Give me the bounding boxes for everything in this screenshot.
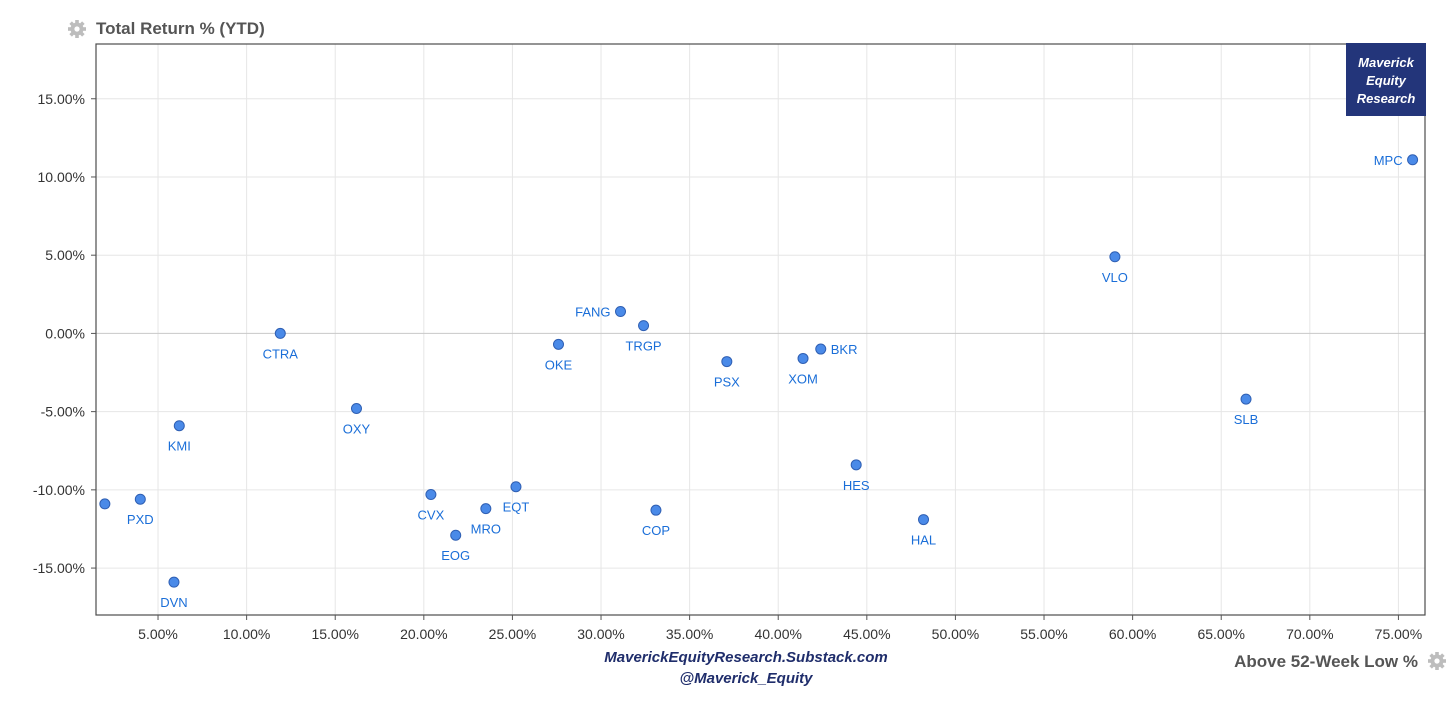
point-label: OXY [343,422,371,437]
scatter-point[interactable] [721,356,733,368]
scatter-point[interactable] [173,420,185,432]
x-tick-label: 45.00% [843,626,890,642]
badge-line-1: Maverick [1358,55,1414,70]
scatter-point[interactable] [552,338,564,350]
scatter-point[interactable] [134,493,146,505]
point-label: EQT [503,500,530,515]
point-label: KMI [168,439,191,454]
scatter-point[interactable] [274,327,286,339]
scatter-point[interactable] [638,320,650,332]
scatter-point[interactable] [480,503,492,515]
scatter-point[interactable] [1109,251,1121,263]
x-tick-label: 75.00% [1375,626,1422,642]
x-tick-label: 55.00% [1020,626,1067,642]
point-label: BKR [831,342,858,357]
brand-badge: Maverick Equity Research [1346,43,1426,116]
point-label: PSX [714,375,740,390]
scatter-point[interactable] [425,489,437,501]
axes [95,43,1426,616]
y-tick-label: 15.00% [38,91,85,107]
point-label: FANG [575,305,610,320]
brand-badge-box [1346,43,1426,116]
point-label: VLO [1102,270,1128,285]
x-tick-label: 5.00% [138,626,178,642]
scatter-point[interactable] [450,529,462,541]
x-axis-title: Above 52-Week Low % [1234,652,1418,671]
y-tick-label: -10.00% [33,482,85,498]
title-gear-icon[interactable] [68,20,86,38]
point-label: OKE [545,357,573,372]
point-label: MRO [471,522,501,537]
point-label: EOG [441,548,470,563]
x-tick-label: 70.00% [1286,626,1333,642]
y-tick-label: 5.00% [45,247,85,263]
point-label: SLB [1234,412,1259,427]
point-label: COP [642,523,670,538]
credit-handle: @Maverick_Equity [679,670,813,687]
xlabel-gear-icon[interactable] [1428,652,1446,670]
scatter-point[interactable] [650,504,662,516]
point-label: HAL [911,533,936,548]
x-tick-label: 40.00% [754,626,801,642]
x-tick-label: 50.00% [932,626,979,642]
x-tick-label: 20.00% [400,626,447,642]
point-label: XOM [788,371,818,386]
point-label: TRGP [625,339,661,354]
y-tick-label: -15.00% [33,560,85,576]
scatter-point[interactable] [1407,154,1419,166]
point-label: DVN [160,595,187,610]
y-tick-label: 0.00% [45,325,85,341]
scatter-point[interactable] [350,403,362,415]
x-tick-label: 30.00% [577,626,624,642]
scatter-point[interactable] [168,576,180,588]
scatter-point[interactable] [850,459,862,471]
scatter-point[interactable] [815,343,827,355]
x-tick-label: 65.00% [1197,626,1244,642]
badge-line-3: Research [1357,91,1416,106]
tick-labels: 5.00% 10.00% 15.00% 20.00% 25.00% 30.00% 35.00… [33,91,1422,642]
chart-title: Total Return % (YTD) [96,19,265,38]
x-tick-label: 15.00% [311,626,358,642]
point-label: CTRA [263,346,299,361]
point-label: CVX [418,508,445,523]
point-label: PXD [127,512,154,527]
scatter-point[interactable] [797,352,809,364]
grid-lines [96,44,1425,615]
plot-frame [95,43,1426,616]
x-tick-label: 10.00% [223,626,270,642]
credit-substack: MaverickEquityResearch.Substack.com [604,649,887,666]
x-tick-label: 60.00% [1109,626,1156,642]
scatter-point[interactable] [99,498,111,510]
point-label: MPC [1374,153,1403,168]
x-tick-label: 35.00% [666,626,713,642]
scatter-point[interactable] [510,481,522,493]
scatter-point[interactable] [615,306,627,318]
y-tick-label: -5.00% [41,404,85,420]
point-label: HES [843,478,870,493]
x-tick-label: 25.00% [489,626,536,642]
scatter-point[interactable] [1240,393,1252,405]
scatter-point[interactable] [918,514,930,526]
y-tick-label: 10.00% [38,169,85,185]
badge-line-2: Equity [1366,73,1406,88]
